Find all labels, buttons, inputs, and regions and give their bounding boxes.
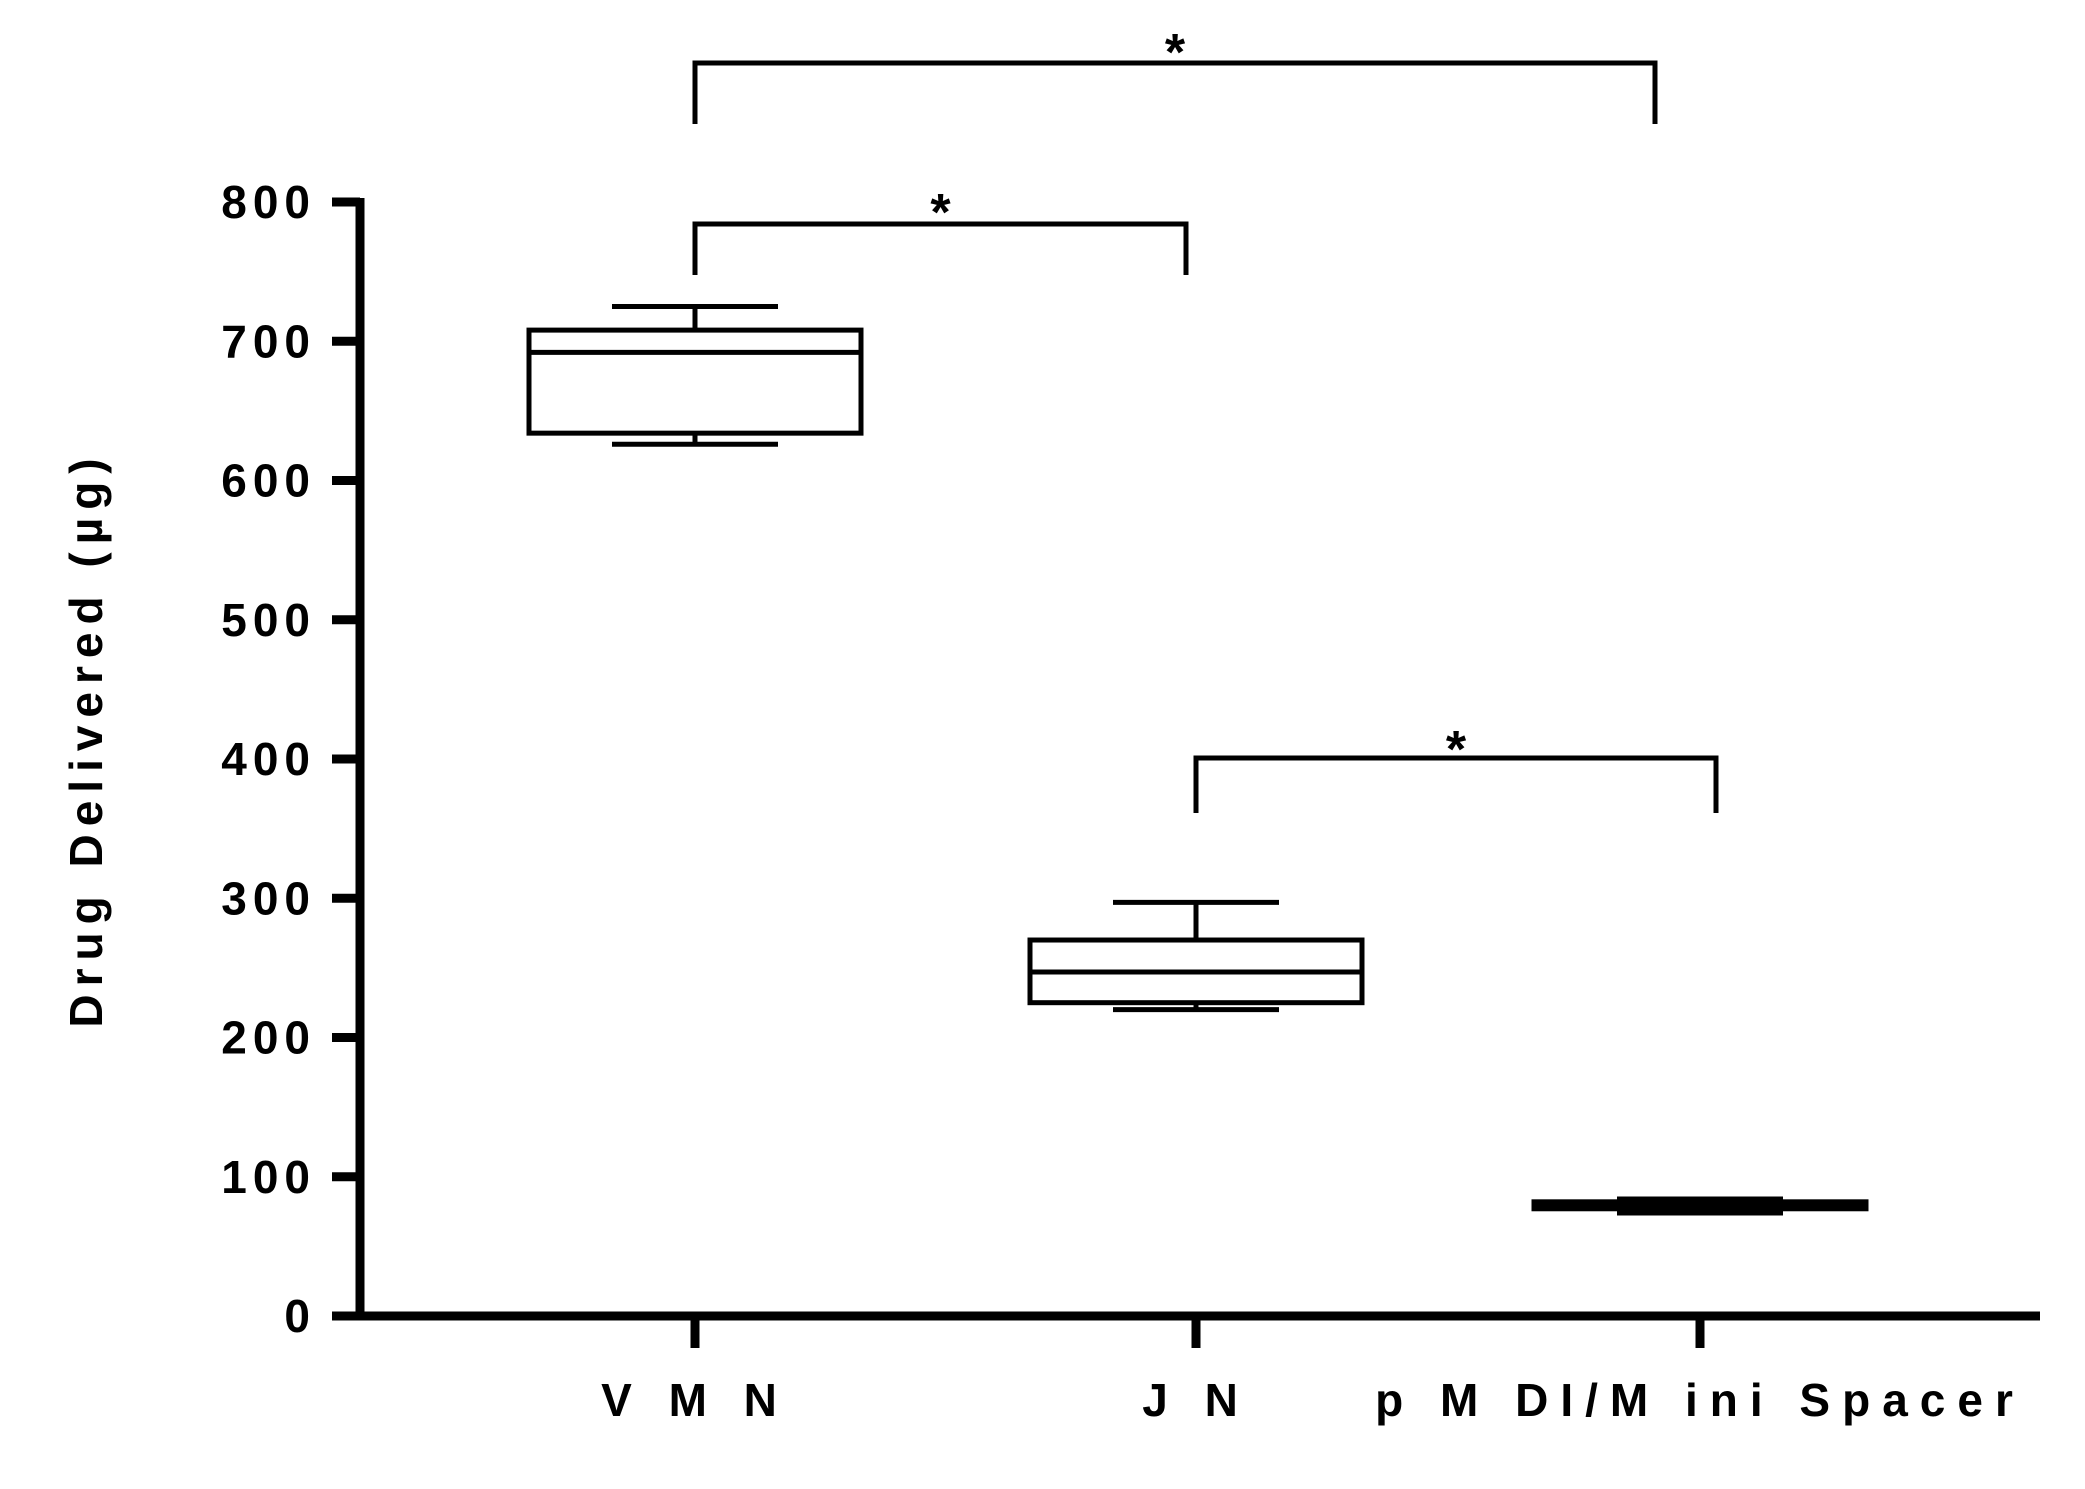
y-tick-label: 0 (284, 1290, 316, 1342)
boxes (526, 303, 1869, 1216)
box-1 (526, 303, 864, 447)
y-tick-label: 200 (221, 1012, 316, 1064)
bracket-line (692, 60, 1658, 124)
y-tick-label: 700 (221, 315, 316, 367)
y-tick-label: 400 (221, 733, 316, 785)
box-2 (1027, 899, 1365, 1013)
y-tick-label: 300 (221, 872, 316, 924)
x-tick-label: p M DI/M ini Spacer (1375, 1374, 2025, 1426)
y-axis-label: Drug Delivered (µg) (60, 450, 112, 1027)
x-tick-label: V M N (601, 1374, 789, 1426)
significance-star: * (930, 184, 951, 242)
significance-bracket: * (692, 24, 1658, 124)
significance-bracket: * (1193, 721, 1719, 813)
significance-star: * (1165, 24, 1186, 82)
y-tick-label: 500 (221, 594, 316, 646)
bracket-line (692, 221, 1189, 275)
significance-brackets: * * * (692, 24, 1719, 813)
x-tick-label: J N (1142, 1374, 1250, 1426)
y-tick-label: 100 (221, 1151, 316, 1203)
y-tick-label: 800 (221, 176, 316, 228)
x-axis-ticks: V M N J N p M DI/M ini Spacer (601, 1316, 2025, 1426)
significance-bracket: * (692, 184, 1189, 275)
significance-star: * (1446, 721, 1467, 779)
bracket-line (1193, 755, 1719, 813)
y-tick-label: 600 (221, 455, 316, 507)
y-axis-ticks: 0 100 200 300 400 500 600 700 800 (221, 176, 360, 1342)
box-3 (1531, 1196, 1869, 1216)
interquartile-box (526, 327, 864, 436)
